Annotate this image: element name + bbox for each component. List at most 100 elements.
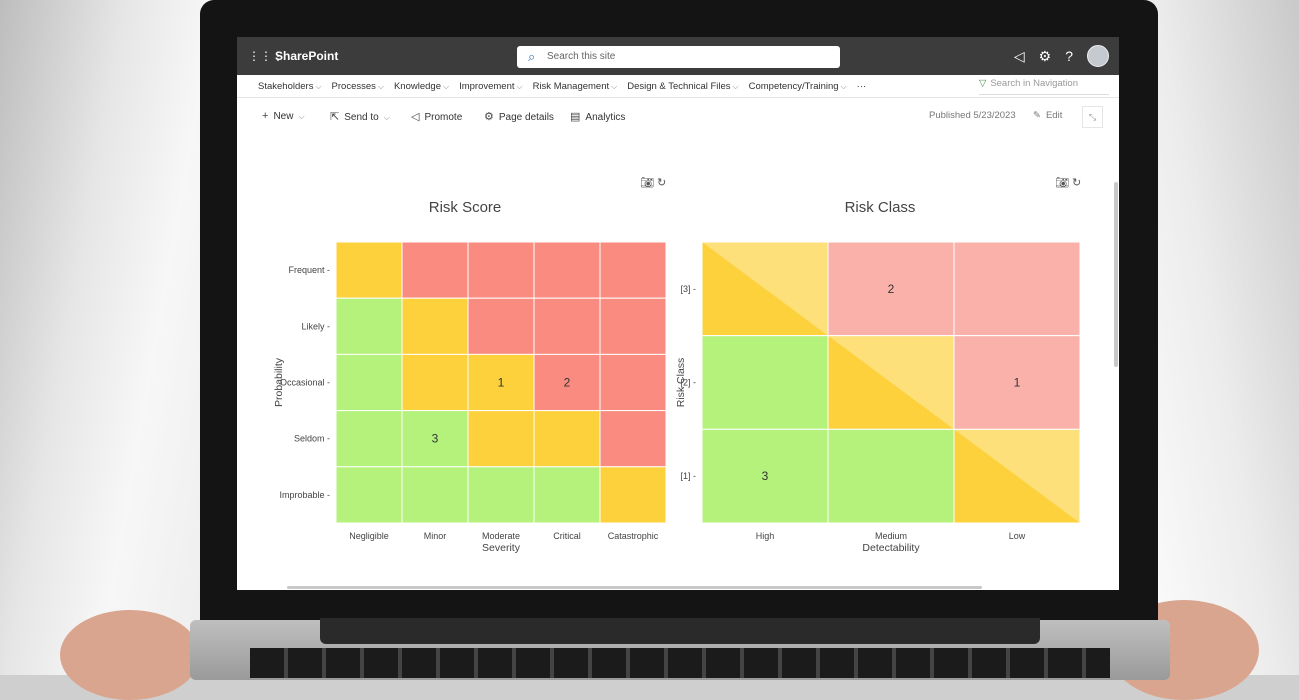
nav-search-placeholder: Search in Navigation xyxy=(990,78,1078,89)
page-details-button[interactable]: ⚙ Page details xyxy=(484,110,554,123)
x-tick-label: Negligible xyxy=(349,531,389,541)
chevron-down-icon: ⌵ xyxy=(383,113,390,122)
nav-label: Competency/Training xyxy=(748,81,839,92)
nav-search-input[interactable]: ▽ Search in Navigation xyxy=(979,78,1109,95)
heatmap-cell xyxy=(467,353,535,412)
megaphone-icon[interactable]: ◁ xyxy=(1013,47,1025,64)
heatmap-cell xyxy=(827,428,955,524)
published-date: Published 5/23/2023 xyxy=(929,110,1016,121)
chart-modebar-risk-class: 📷︎ ↻ xyxy=(1055,176,1081,189)
x-axis-title: Severity xyxy=(482,542,521,554)
heatmap-cell xyxy=(335,297,403,355)
heatmap-cell xyxy=(335,410,403,468)
camera-icon[interactable]: 📷︎ xyxy=(640,177,654,189)
nav-item-competency-training[interactable]: Competency/Training ⌵ xyxy=(749,81,847,92)
horizontal-scrollbar[interactable] xyxy=(287,586,982,589)
chevron-down-icon: ⌵ xyxy=(516,82,523,91)
chevron-down-icon: ⌵ xyxy=(298,112,305,121)
site-search-box[interactable]: ⌕ Search this site xyxy=(517,46,840,68)
cell-annotation: 1 xyxy=(498,376,505,390)
nav-label: Knowledge xyxy=(393,81,441,92)
heatmap-cell xyxy=(599,410,667,468)
heatmap-cell xyxy=(599,297,667,355)
x-tick-label: Low xyxy=(1009,531,1026,541)
chevron-down-icon: ⌵ xyxy=(315,82,322,91)
gear-icon[interactable]: ⚙ xyxy=(1038,47,1052,64)
x-tick-label: Medium xyxy=(875,531,907,541)
send-to-label: Send to xyxy=(344,112,379,123)
nav-item-design-technical-files[interactable]: Design & Technical Files ⌵ xyxy=(627,81,738,92)
heatmap-cell xyxy=(467,241,535,299)
hub-navigation: Stakeholders ⌵ Processes ⌵ Knowledge ⌵ Impr… xyxy=(237,75,1119,98)
vertical-scrollbar[interactable] xyxy=(1113,137,1119,587)
heatmap-cell xyxy=(533,241,601,299)
nav-item-risk-management[interactable]: Risk Management ⌵ xyxy=(533,81,618,92)
nav-label: Design & Technical Files xyxy=(627,81,731,92)
heatmap-cell xyxy=(701,241,829,337)
chart-title: Risk Class xyxy=(845,199,916,216)
heatmap-cell xyxy=(599,466,667,524)
edit-button[interactable]: ✎ Edit xyxy=(1033,110,1062,121)
cell-annotation: 3 xyxy=(432,432,439,446)
y-tick-label: [1] - xyxy=(680,471,696,481)
megaphone-icon: ◁ xyxy=(411,111,420,123)
heatmap-cell xyxy=(335,241,403,299)
y-tick-label: Seldom - xyxy=(294,434,330,444)
laptop-screen: ⋮⋮⋮ SharePoint ⌕ Search this site ◁ ⚙ ? … xyxy=(237,37,1119,590)
camera-icon[interactable]: 📷︎ xyxy=(1055,177,1069,189)
new-button[interactable]: + New ⌵ xyxy=(262,110,310,122)
heatmap-cell xyxy=(401,297,469,355)
nav-label: Improvement xyxy=(459,81,515,92)
chevron-down-icon: ⌵ xyxy=(840,82,847,91)
y-axis-title: Risk Class xyxy=(675,358,687,408)
nav-label: Stakeholders xyxy=(258,81,314,92)
x-tick-label: Minor xyxy=(424,531,447,541)
heatmap-cell xyxy=(467,410,535,468)
nav-item-more[interactable]: ··· xyxy=(856,81,867,92)
help-icon[interactable]: ? xyxy=(1065,48,1073,64)
chevron-down-icon: ⌵ xyxy=(732,82,739,91)
send-to-button[interactable]: ⇱ Send to ⌵ xyxy=(330,110,395,123)
cell-annotation: 3 xyxy=(762,469,769,483)
heatmap-cell xyxy=(533,466,601,524)
pencil-icon: ✎ xyxy=(1033,110,1041,121)
heatmap-cell xyxy=(467,466,535,524)
heatmap-charts: Risk Score Frequent - Likely - Occasional -… xyxy=(273,199,1081,554)
heatmap-cell xyxy=(827,335,955,430)
nav-item-knowledge[interactable]: Knowledge ⌵ xyxy=(394,81,449,92)
chevron-down-icon: ⌵ xyxy=(442,82,450,91)
heatmap-cell xyxy=(401,466,469,524)
scrollbar-thumb[interactable] xyxy=(1114,182,1118,367)
edit-label: Edit xyxy=(1045,110,1063,121)
x-tick-label: Catastrophic xyxy=(608,531,659,541)
cell-annotation: 2 xyxy=(564,376,571,390)
laptop-hinge xyxy=(320,618,1040,644)
analytics-button[interactable]: ▤ Analytics xyxy=(570,110,625,123)
share-icon: ⇱ xyxy=(330,111,340,123)
nav-item-processes[interactable]: Processes ⌵ xyxy=(332,81,384,92)
brand-name[interactable]: SharePoint xyxy=(275,49,339,63)
avatar[interactable] xyxy=(1087,45,1109,67)
y-tick-label: Frequent - xyxy=(288,265,330,275)
x-tick-label: Moderate xyxy=(482,531,520,541)
chevron-down-icon: ⌵ xyxy=(611,82,618,91)
reset-icon[interactable]: ↻ xyxy=(1072,177,1082,189)
search-icon: ⌕ xyxy=(528,49,536,64)
expand-collapse-button[interactable]: ⤡ xyxy=(1082,106,1103,128)
nav-item-stakeholders[interactable]: Stakeholders ⌵ xyxy=(258,81,322,92)
filter-icon: ▽ xyxy=(979,78,987,89)
search-placeholder: Search this site xyxy=(547,51,616,62)
nav-item-improvement[interactable]: Improvement ⌵ xyxy=(459,81,523,92)
plus-icon: + xyxy=(262,110,269,122)
chart-modebar-risk-score: 📷︎ ↻ xyxy=(640,176,666,189)
heatmap-cell xyxy=(533,410,601,468)
promote-button[interactable]: ◁ Promote xyxy=(411,110,462,123)
heatmap-cell xyxy=(401,353,469,412)
heatmap-cell xyxy=(599,353,667,412)
new-label: New xyxy=(273,111,294,122)
reset-icon[interactable]: ↻ xyxy=(657,177,667,189)
page-details-label: Page details xyxy=(498,112,554,123)
chart-title: Risk Score xyxy=(429,199,502,216)
y-tick-label: Likely - xyxy=(301,321,330,331)
laptop-keyboard xyxy=(250,648,1110,678)
